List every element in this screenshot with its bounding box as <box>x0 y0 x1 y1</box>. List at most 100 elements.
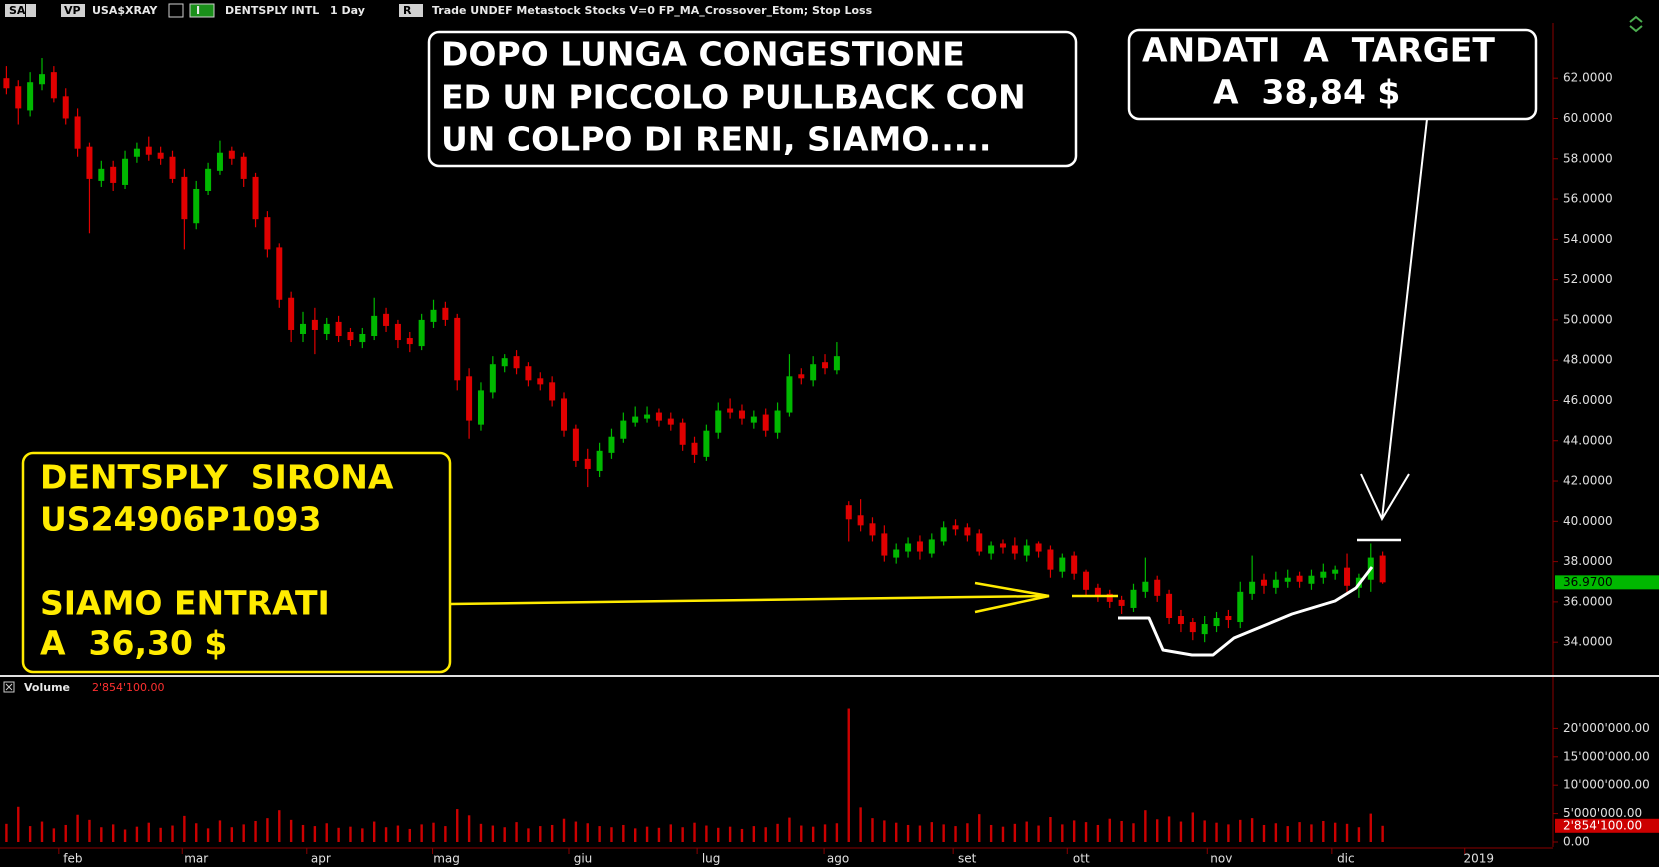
volume-bar <box>871 818 874 842</box>
volume-bar <box>183 815 186 842</box>
candle-body <box>15 86 22 109</box>
volume-bar <box>1001 826 1005 842</box>
target-arrow-head <box>1360 473 1410 522</box>
volume-bar <box>574 821 578 842</box>
y-tick-label: 50.0000 <box>1563 312 1613 326</box>
volume-bar <box>681 827 684 842</box>
candle-body <box>181 176 188 220</box>
volume-bar <box>28 826 32 842</box>
volume-bar <box>764 827 767 842</box>
candle-body <box>833 356 840 371</box>
candle-body <box>584 458 591 469</box>
sa-label: SA <box>9 4 26 17</box>
candle-body <box>98 168 105 181</box>
volume-bar <box>432 822 435 842</box>
volume-bar <box>479 823 483 842</box>
volume-bar <box>800 825 803 842</box>
volume-bar <box>859 807 862 842</box>
candle-body <box>762 414 769 431</box>
sa-button[interactable] <box>5 4 25 17</box>
candle-body <box>133 148 140 157</box>
indicator-button[interactable] <box>189 3 215 18</box>
candle-body <box>1083 571 1090 590</box>
candle-body <box>1344 567 1351 586</box>
volume-bar <box>147 822 150 842</box>
vp-button[interactable] <box>61 4 85 17</box>
volume-bar <box>1286 826 1289 842</box>
candle-body <box>122 158 129 185</box>
scale-icon[interactable] <box>1629 15 1643 33</box>
volume-bar <box>811 826 815 842</box>
x-tick-label: dic <box>1337 852 1355 866</box>
volume-close[interactable] <box>3 681 15 693</box>
volume-bar <box>550 824 554 842</box>
y-tick-label: 20'000'000.00 <box>1563 721 1650 735</box>
candle-body <box>1035 543 1042 552</box>
last-price-label: 36.9700 <box>1563 575 1613 589</box>
volume-bar <box>1239 819 1242 842</box>
y-tick-label: 40.0000 <box>1563 514 1613 528</box>
volume-bar <box>788 817 791 842</box>
volume-title: Volume <box>24 681 70 694</box>
volume-bar <box>776 823 779 842</box>
candle-body <box>264 217 271 250</box>
volume-header-value: 2'854'100.00 <box>92 681 165 694</box>
volume-bar <box>906 824 910 842</box>
candle-body <box>988 545 995 554</box>
y-tick-label: 42.0000 <box>1563 474 1613 488</box>
annotation-box <box>1127 28 1538 121</box>
candle-body <box>893 549 900 558</box>
candle-body <box>1071 555 1078 574</box>
volume-bar <box>586 823 589 842</box>
volume-bar <box>1298 822 1301 842</box>
y-tick-label: 15'000'000.00 <box>1563 749 1650 763</box>
volume-bar <box>942 824 945 842</box>
volume-bar <box>1120 820 1123 842</box>
volume-bar <box>1274 823 1278 842</box>
candle-body <box>999 543 1006 548</box>
candle-body <box>466 376 473 421</box>
y-tick-label: 52.0000 <box>1563 272 1613 286</box>
candle-body <box>691 442 698 455</box>
entry-arrow-head <box>974 581 1050 614</box>
symbol-dropdown[interactable] <box>168 3 184 18</box>
candle-body <box>845 505 852 520</box>
x-tick-label: 2019 <box>1463 852 1494 866</box>
volume-bar <box>1345 823 1349 842</box>
volume-bar <box>1167 816 1171 842</box>
symbol: USA$XRAY <box>92 4 158 17</box>
volume-bar <box>1262 824 1266 842</box>
candle-body <box>952 525 959 530</box>
volume-bar <box>1203 820 1206 842</box>
candle-body <box>1189 622 1196 633</box>
volume-bar <box>384 827 388 842</box>
candle-body <box>1059 557 1066 572</box>
candle-body <box>881 533 888 556</box>
candle-body <box>86 146 93 179</box>
candle-body <box>442 307 449 320</box>
volume-bar <box>1179 821 1183 842</box>
candle-body <box>608 436 615 453</box>
x-tick-label: set <box>958 852 977 866</box>
volume-bar <box>835 823 839 842</box>
y-tick-label: 56.0000 <box>1563 192 1613 206</box>
volume-bar <box>1072 820 1076 842</box>
candle-body <box>276 247 283 300</box>
candle-body <box>240 156 247 179</box>
r-button[interactable] <box>399 4 423 17</box>
volume-bar <box>52 828 56 842</box>
period: 1 Day <box>330 4 365 17</box>
volume-bar <box>206 828 210 842</box>
sa-dropdown[interactable] <box>26 4 36 17</box>
y-tick-label: 46.0000 <box>1563 393 1613 407</box>
volume-bar <box>64 824 67 842</box>
annotation-text: DENTSPLY SIRONA <box>40 458 394 497</box>
candle-body <box>940 527 947 542</box>
volume-bar <box>693 822 696 842</box>
volume-bar <box>989 824 993 842</box>
y-tick-label: 10'000'000.00 <box>1563 778 1650 792</box>
candle-body <box>644 414 651 419</box>
volume-bar <box>1310 824 1313 842</box>
candle-body <box>1237 591 1244 623</box>
candle-body <box>750 416 757 423</box>
